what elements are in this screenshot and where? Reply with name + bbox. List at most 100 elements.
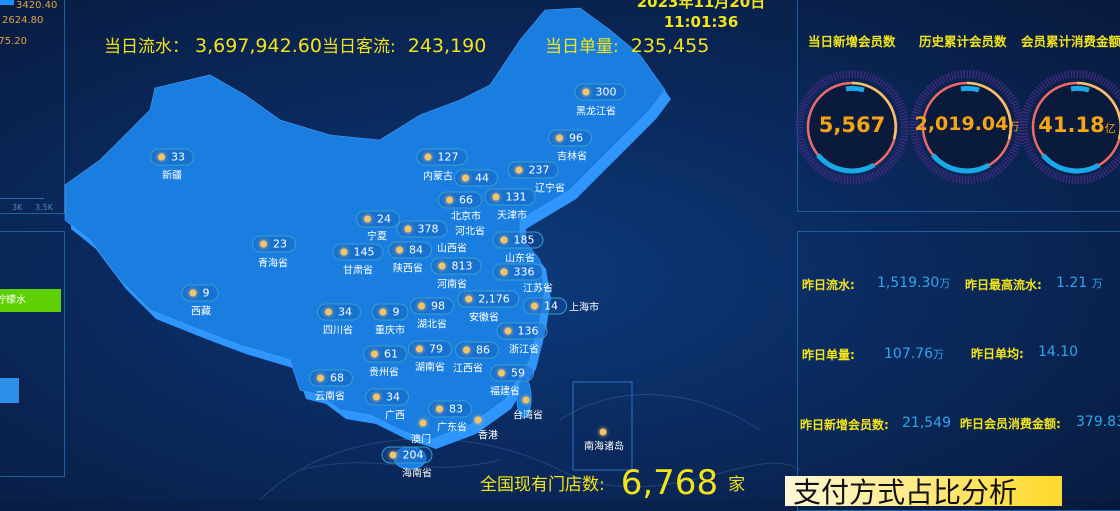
province-name: 香港 <box>478 430 498 442</box>
ring-gauge-graphic <box>1020 70 1120 184</box>
province-name: 黑龙江省 <box>576 106 616 118</box>
bar-value: 2624.80 <box>2 15 44 26</box>
province-badge[interactable]: 34 <box>365 388 409 406</box>
province-badge[interactable]: 378 <box>396 220 448 238</box>
south-sea-inset <box>572 381 633 471</box>
province-badge[interactable]: 44 <box>454 169 498 187</box>
daily-traffic-label: 当日客流: <box>322 37 396 57</box>
province-name: 青海省 <box>258 258 288 270</box>
province-name: 陕西省 <box>393 263 423 275</box>
province-badge[interactable]: 86 <box>455 341 499 359</box>
province-badge[interactable]: 84 <box>388 241 432 259</box>
province-name: 宁夏 <box>367 231 387 243</box>
yesterday-new-members-value: 21,549 <box>902 415 951 431</box>
daily-orders: 当日单量: 235,455 <box>545 32 709 57</box>
value: 379.83 <box>1076 414 1120 430</box>
province-name: 新疆 <box>162 170 182 182</box>
yesterday-orders-value: 107.76万 <box>884 346 944 362</box>
ring-value-number: 2,019.04 <box>914 113 1009 135</box>
yesterday-orders-label: 昨日单量: <box>802 348 855 362</box>
ring-value: 41.18亿 <box>1019 113 1120 137</box>
province-badge[interactable]: 185 <box>492 231 544 249</box>
province-badge[interactable]: 61 <box>363 345 407 363</box>
province-name: 江苏省 <box>523 283 553 295</box>
province-name: 上海市 <box>569 302 599 314</box>
province-badge[interactable]: 131 <box>484 188 536 206</box>
time-display: 11:01:36 <box>663 13 739 31</box>
ring-value: 2,019.04万 <box>909 113 1025 135</box>
value: 1.21 <box>1056 275 1088 291</box>
province-badge[interactable]: 204 <box>381 446 433 464</box>
ring-title: 会员累计消费金额 <box>1021 34 1120 49</box>
province-name: 台湾省 <box>513 410 543 422</box>
province-badge[interactable]: 96 <box>548 129 592 147</box>
yesterday-avg-label: 昨日单均: <box>971 347 1024 361</box>
daily-turnover-value: 3,697,942.60 <box>195 35 322 57</box>
ring-title: 历史累计会员数 <box>919 34 1007 49</box>
province-name: 吉林省 <box>557 151 587 163</box>
province-name: 北京市 <box>451 211 481 223</box>
province-badge[interactable]: 9 <box>181 284 219 302</box>
province-name: 南海诸岛 <box>584 441 624 453</box>
yesterday-turnover-label: 昨日流水: <box>802 278 855 292</box>
province-badge[interactable]: 136 <box>496 322 548 340</box>
china-mainland <box>64 7 666 441</box>
province-name: 河北省 <box>455 226 485 238</box>
section-banner-payment: 支付方式占比分析 <box>785 476 1062 506</box>
yesterday-avg-value: 14.10 <box>1038 344 1079 360</box>
province-name: 广东省 <box>437 422 467 434</box>
province-badge[interactable]: 79 <box>408 340 452 358</box>
province-name: 四川省 <box>323 325 353 337</box>
daily-orders-value: 235,455 <box>630 35 710 57</box>
store-count-value: 6,768 <box>620 463 719 503</box>
axis-tick: 3.5K <box>35 203 53 212</box>
left-panel <box>0 0 65 214</box>
ring-gauge-graphic <box>795 70 909 184</box>
province-dot[interactable] <box>522 396 530 404</box>
province-dot[interactable] <box>474 416 482 424</box>
blue-bar[interactable] <box>0 378 19 403</box>
province-name: 湖北省 <box>417 319 447 331</box>
province-name: 山东省 <box>505 253 535 265</box>
province-name: 湖南省 <box>415 362 445 374</box>
ring-value: 5,567 <box>794 113 910 137</box>
province-badge[interactable]: 23 <box>252 235 296 253</box>
province-badge[interactable]: 336 <box>492 263 544 281</box>
top-bar <box>0 0 14 5</box>
unit: 万 <box>1091 277 1103 290</box>
ring-gauge: 5,567 <box>794 69 910 185</box>
province-badge[interactable]: 66 <box>438 191 482 209</box>
ring-value-unit: 万 <box>1008 120 1020 133</box>
province-name: 山西省 <box>437 243 467 255</box>
province-badge[interactable]: 127 <box>416 148 468 166</box>
province-badge[interactable]: 98 <box>410 297 454 315</box>
store-count-unit: 家 <box>728 475 746 495</box>
yesterday-panel: 昨日流水: 1,519.30万 昨日最高流水: 1.21 万 昨日单量: 107… <box>797 231 1120 511</box>
province-name: 西藏 <box>191 306 211 318</box>
province-badge[interactable]: 34 <box>317 303 361 321</box>
province-badge[interactable]: 33 <box>150 148 194 166</box>
province-badge[interactable]: 9 <box>371 303 409 321</box>
province-badge[interactable]: 24 <box>356 210 400 228</box>
province-badge[interactable]: 145 <box>332 243 384 261</box>
province-badge[interactable]: 2,176 <box>457 290 519 308</box>
china-map <box>64 7 801 500</box>
green-bar[interactable]: 柠檬水 <box>0 289 61 312</box>
province-badge[interactable]: 300 <box>574 83 626 101</box>
ring-title: 当日新增会员数 <box>808 34 896 49</box>
province-dot[interactable] <box>599 428 607 436</box>
province-badge[interactable]: 813 <box>430 257 482 275</box>
province-badge[interactable]: 237 <box>507 161 559 179</box>
daily-orders-label: 当日单量: <box>545 37 619 57</box>
daily-turnover-label: 当日流水： <box>104 37 189 57</box>
province-badge[interactable]: 68 <box>309 369 353 387</box>
province-dot[interactable] <box>419 419 427 427</box>
province-name: 天津市 <box>497 210 527 222</box>
bar-value: 475.20 <box>0 36 27 47</box>
yesterday-max-label: 昨日最高流水: <box>965 278 1042 292</box>
province-badge[interactable]: 83 <box>428 400 472 418</box>
value: 107.76 <box>884 346 933 362</box>
province-badge[interactable]: 14 <box>523 297 567 315</box>
bar-value: 3420.40 <box>16 0 58 11</box>
province-badge[interactable]: 59 <box>490 364 534 382</box>
